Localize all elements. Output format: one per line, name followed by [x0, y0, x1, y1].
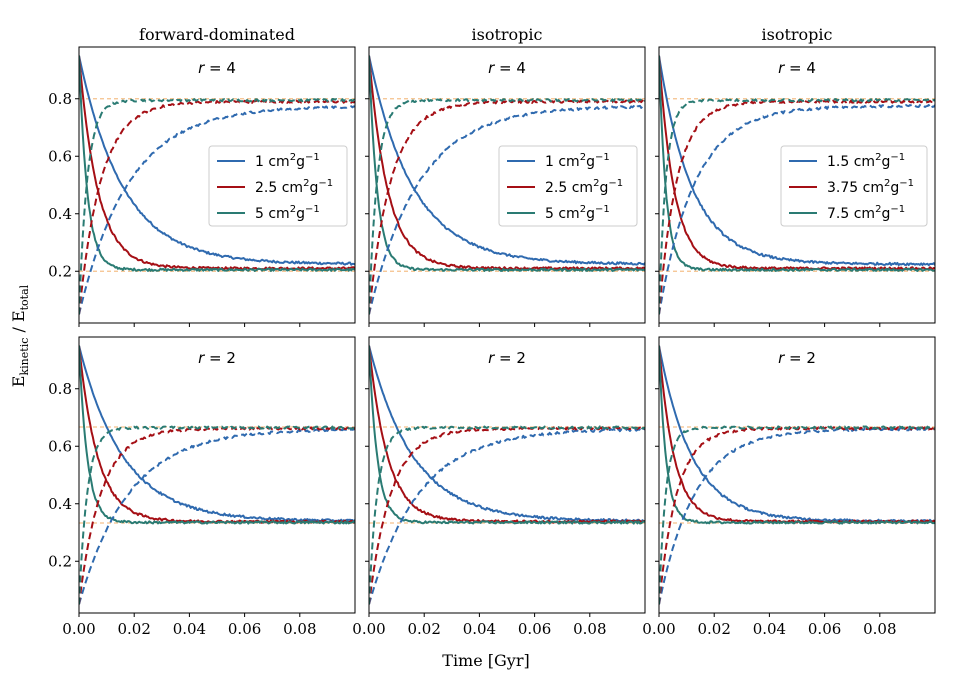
- panel-6: 0.00 0.02 0.04 0.06 0.08 r = 2: [642, 336, 936, 638]
- panel-annotation: r = 4: [488, 59, 526, 77]
- y-tick-label: 0.6: [48, 147, 72, 165]
- x-tick-label: 0.06: [808, 620, 841, 638]
- series-red-dashed: [659, 99, 935, 315]
- panel-title: isotropic: [472, 25, 543, 44]
- y-tick-label: 0.2: [48, 552, 72, 570]
- y-tick-label: 0.6: [48, 437, 72, 455]
- series-teal-solid: [369, 55, 645, 272]
- series-blue-solid: [369, 345, 645, 523]
- series-blue-dashed: [659, 426, 935, 605]
- x-tick-label: 0.06: [228, 620, 261, 638]
- y-tick-label: 0.8: [48, 90, 72, 108]
- legend: 1.5 cm2g−1 3.75 cm2g−1 7.5 cm2g−1: [780, 145, 928, 227]
- x-tick-label: 0.04: [463, 620, 496, 638]
- series-teal-dashed: [79, 98, 355, 315]
- x-tick-label: 0.08: [863, 620, 896, 638]
- axes-frame: [658, 46, 936, 324]
- x-tick-label: 0.02: [117, 620, 150, 638]
- series-blue-dashed: [79, 105, 355, 315]
- legend-label: 2.5 cm2g−1: [255, 178, 333, 196]
- legend-label: 3.75 cm2g−1: [827, 178, 914, 196]
- panel-1: 0.2 0.4 0.6 0.8 forward-dominated r = 4 1 cm2g…: [48, 25, 356, 327]
- legend-label: 1 cm2g−1: [255, 152, 320, 170]
- legend-box: [208, 145, 348, 227]
- series-teal-dashed: [79, 425, 355, 605]
- series-teal-solid: [659, 345, 935, 525]
- x-tick-label: 0.02: [697, 620, 730, 638]
- axes-frame: [368, 46, 646, 324]
- legend-box: [498, 145, 638, 227]
- axes-frame: [78, 336, 356, 614]
- series-teal-solid: [659, 55, 935, 272]
- legend: 1 cm2g−1 2.5 cm2g−1 5 cm2g−1: [208, 145, 348, 227]
- legend-label: 5 cm2g−1: [255, 204, 320, 222]
- x-tick-label: 0.08: [573, 620, 606, 638]
- x-tick-label: 0.02: [407, 620, 440, 638]
- axes-frame: [658, 336, 936, 614]
- x-tick-label: 0.00: [642, 620, 675, 638]
- x-tick-label: 0.08: [283, 620, 316, 638]
- series-red-dashed: [79, 426, 355, 605]
- x-axis-label: Time [Gyr]: [442, 651, 529, 670]
- series-red-solid: [79, 345, 355, 524]
- series-blue-dashed: [369, 427, 645, 605]
- panel-annotation: r = 4: [778, 59, 816, 77]
- y-tick-label: 0.4: [48, 205, 72, 223]
- series-blue-solid: [79, 345, 355, 523]
- legend-label: 1.5 cm2g−1: [827, 152, 905, 170]
- panel-annotation: r = 4: [198, 59, 236, 77]
- panel-3: isotropic r = 4 1.5 cm2g−1 3.75 cm2g−1 7.5 c…: [655, 25, 936, 327]
- panel-title: isotropic: [762, 25, 833, 44]
- y-tick-label: 0.8: [48, 380, 72, 398]
- x-tick-label: 0.04: [173, 620, 206, 638]
- panel-2: isotropic r = 4 1 cm2g−1 2.5 cm2g−1 5 cm2g−1: [365, 25, 646, 327]
- series-teal-solid: [79, 345, 355, 525]
- series-red-dashed: [369, 99, 645, 315]
- series-teal-dashed: [659, 98, 935, 315]
- series-red-dashed: [369, 426, 645, 605]
- series-blue-dashed: [659, 103, 935, 315]
- legend-label: 1 cm2g−1: [545, 152, 610, 170]
- series-blue-solid: [659, 55, 935, 267]
- axes-frame: [78, 46, 356, 324]
- y-axis-label: Ekinetic / Etotal: [9, 284, 31, 387]
- legend-label: 7.5 cm2g−1: [827, 204, 905, 222]
- series-blue-solid: [369, 55, 645, 266]
- series-blue-dashed: [369, 104, 645, 315]
- x-tick-label: 0.00: [62, 620, 95, 638]
- x-tick-label: 0.04: [753, 620, 786, 638]
- legend-label: 5 cm2g−1: [545, 204, 610, 222]
- series-blue-dashed: [79, 427, 355, 605]
- x-tick-label: 0.06: [518, 620, 551, 638]
- panel-5: 0.00 0.02 0.04 0.06 0.08 r = 2: [352, 336, 646, 638]
- axes-frame: [368, 336, 646, 614]
- series-red-dashed: [659, 426, 935, 605]
- series-teal-dashed: [369, 425, 645, 605]
- panel-annotation: r = 2: [778, 349, 816, 367]
- legend-box: [780, 145, 928, 227]
- panel-annotation: r = 2: [488, 349, 526, 367]
- panel-4: 0.00 0.02 0.04 0.06 0.08 0.2 0.4 0.6 0.8 r = 2: [48, 336, 356, 638]
- series-teal-solid: [369, 345, 645, 525]
- y-tick-label: 0.2: [48, 262, 72, 280]
- legend: 1 cm2g−1 2.5 cm2g−1 5 cm2g−1: [498, 145, 638, 227]
- series-red-dashed: [79, 99, 355, 315]
- x-tick-label: 0.00: [352, 620, 385, 638]
- series-teal-dashed: [659, 425, 935, 605]
- series-teal-solid: [79, 55, 355, 272]
- panel-title: forward-dominated: [139, 25, 295, 44]
- legend-label: 2.5 cm2g−1: [545, 178, 623, 196]
- series-red-solid: [369, 345, 645, 524]
- panel-annotation: r = 2: [198, 349, 236, 367]
- y-tick-label: 0.4: [48, 495, 72, 513]
- series-teal-dashed: [369, 98, 645, 315]
